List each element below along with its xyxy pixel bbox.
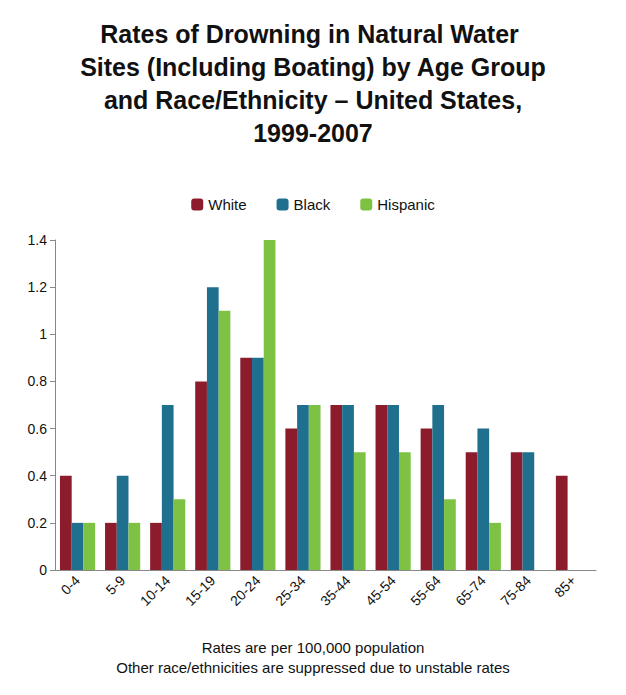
- svg-text:85+: 85+: [551, 572, 579, 600]
- svg-text:Black: Black: [294, 196, 331, 213]
- svg-text:White: White: [208, 196, 246, 213]
- svg-text:25-34: 25-34: [272, 572, 309, 609]
- svg-text:10-14: 10-14: [137, 572, 174, 609]
- svg-text:0: 0: [39, 562, 47, 578]
- svg-text:0.4: 0.4: [28, 468, 48, 484]
- svg-text:35-44: 35-44: [317, 572, 354, 609]
- svg-text:1: 1: [39, 326, 47, 342]
- svg-text:1999-2007: 1999-2007: [253, 119, 373, 147]
- svg-text:45-54: 45-54: [362, 572, 399, 609]
- svg-text:0.2: 0.2: [28, 515, 48, 531]
- svg-text:15-19: 15-19: [182, 572, 219, 609]
- svg-text:1.4: 1.4: [28, 232, 48, 248]
- svg-text:Rates of Drowning in Natural W: Rates of Drowning in Natural Water: [100, 20, 526, 48]
- svg-text:and Race/Ethnicity – United St: and Race/Ethnicity – United States,: [97, 86, 529, 114]
- svg-text:0.6: 0.6: [28, 421, 48, 437]
- svg-text:55-64: 55-64: [407, 572, 444, 609]
- svg-text:0-4: 0-4: [58, 572, 84, 598]
- svg-text:Hispanic: Hispanic: [377, 196, 435, 213]
- svg-text:1.2: 1.2: [28, 279, 48, 295]
- svg-text:Sites (Including Boating) by A: Sites (Including Boating) by Age Group: [80, 53, 546, 81]
- svg-text:20-24: 20-24: [227, 572, 264, 609]
- svg-text:0.8: 0.8: [28, 373, 48, 389]
- svg-text:75-84: 75-84: [497, 572, 534, 609]
- svg-text:65-74: 65-74: [452, 572, 489, 609]
- svg-text:Rates are per 100,000 populati: Rates are per 100,000 population: [202, 639, 425, 656]
- svg-text:Other race/ethnicities are sup: Other race/ethnicities are suppressed du…: [116, 659, 510, 676]
- svg-text:5-9: 5-9: [103, 572, 129, 598]
